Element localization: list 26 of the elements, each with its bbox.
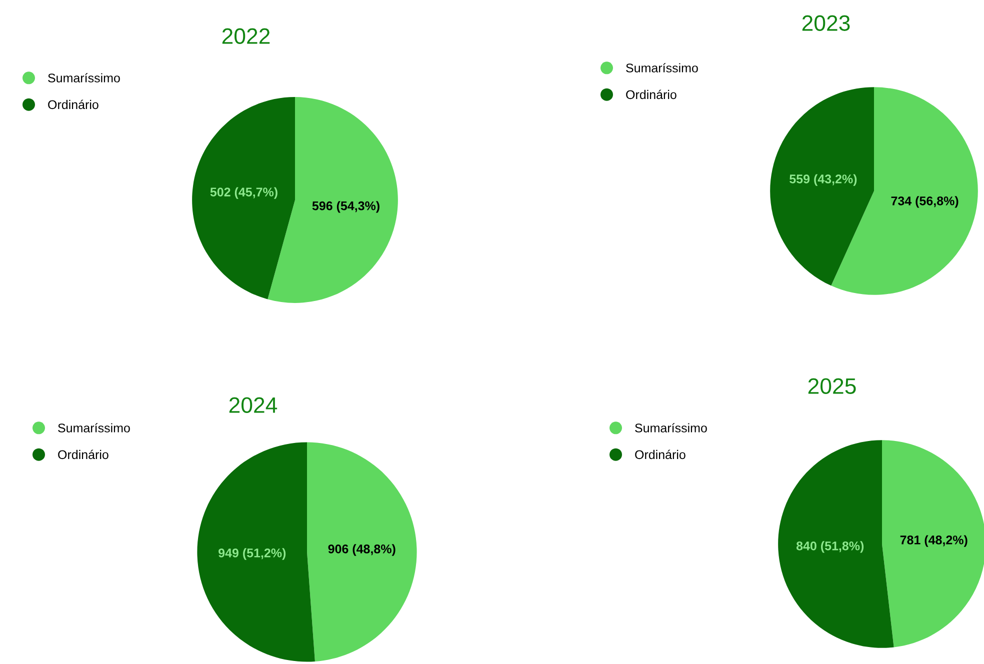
chart-title: 2024 xyxy=(229,397,278,413)
pie-slice xyxy=(197,442,315,662)
pie-slice xyxy=(770,87,874,286)
chart-title: 2022 xyxy=(222,28,270,44)
data-label: 840 (51,8%) xyxy=(796,541,864,553)
chart-title: 2023 xyxy=(802,15,850,31)
legend-label: Sumaríssimo xyxy=(58,423,130,432)
legend-label: Ordinário xyxy=(626,90,676,100)
data-label: 502 (45,7%) xyxy=(210,187,278,199)
legend-label: Ordinário xyxy=(58,450,108,460)
data-label: 781 (48,2%) xyxy=(900,535,968,547)
pie-slice xyxy=(882,440,984,648)
data-label: 906 (48,8%) xyxy=(328,544,396,556)
legend-label: Sumaríssimo xyxy=(626,63,698,72)
legend-label: Sumaríssimo xyxy=(48,73,120,82)
data-label: 559 (43,2%) xyxy=(790,174,857,186)
pie-slice xyxy=(778,440,894,648)
chart-title: 2025 xyxy=(808,378,856,394)
legend-label: Sumaríssimo xyxy=(635,423,707,432)
data-label: 596 (54,3%) xyxy=(312,201,380,213)
legend-label: Ordinário xyxy=(48,100,98,110)
data-label: 734 (56,8%) xyxy=(891,196,958,208)
data-label: 949 (51,2%) xyxy=(218,548,286,560)
pie-slice xyxy=(307,442,417,662)
legend-label: Ordinário xyxy=(635,450,686,460)
pie-slice xyxy=(192,97,295,300)
